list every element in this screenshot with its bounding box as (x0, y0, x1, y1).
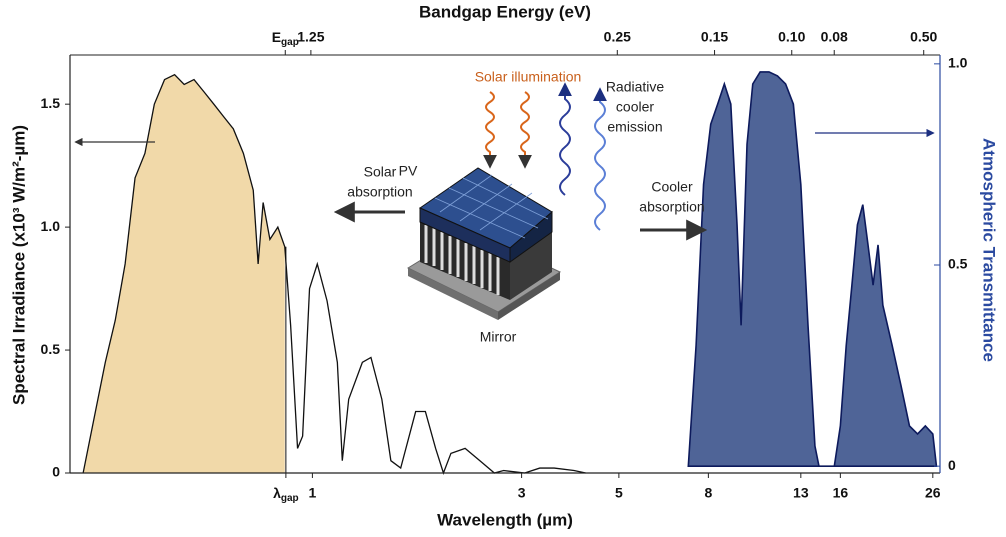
y-axis-title: Spectral Irradiance (x10³ W/m²-µm) (9, 125, 28, 405)
x-tick-label: 13 (793, 485, 809, 501)
plot-area (82, 71, 938, 475)
pv-grid (434, 174, 549, 239)
y-tick-label: 1.0 (41, 218, 61, 234)
y2-axis-title: Atmospheric Transmittance (980, 138, 999, 362)
x2-tick-label: 0.50 (910, 29, 937, 45)
mirror-label: Mirror (480, 329, 517, 345)
x2-tick-label-main: E (272, 29, 281, 45)
x-tick-label: 16 (833, 485, 849, 501)
irradiance-line (82, 73, 586, 475)
sunlight-wave (518, 91, 532, 169)
x-tick-label: 26 (925, 485, 941, 501)
x2-tick-label: 0.15 (701, 29, 728, 45)
transmittance-area (687, 71, 938, 467)
fins (420, 222, 552, 300)
x2-tick-label-sub: gap (281, 37, 299, 48)
emission-wave (558, 82, 572, 196)
solar-absorption-label: absorption (347, 184, 412, 200)
illumination-label: Solar illumination (475, 69, 582, 85)
x2-tick-label: Egap (272, 29, 299, 48)
x2-tick-label: 0.10 (778, 29, 805, 45)
x-tick-label: 3 (518, 485, 526, 501)
x-axis-title: Wavelength (µm) (437, 510, 573, 529)
x2-axis-title: Bandgap Energy (eV) (419, 2, 591, 21)
y2-tick-label: 0 (948, 457, 956, 473)
y-tick-label: 1.5 (41, 95, 61, 111)
sunlight-wave (483, 91, 497, 169)
cooler-absorption-label: Cooler (651, 179, 693, 195)
x2-tick-label: 0.08 (821, 29, 848, 45)
emission-label: cooler (616, 99, 654, 115)
emission-label: emission (607, 119, 662, 135)
x-tick-label: λgap (273, 485, 299, 504)
x-tick-label-sub: gap (281, 493, 299, 504)
x2-tick-label: 1.25 (297, 29, 324, 45)
emission-wave (593, 87, 607, 231)
pv-side (509, 210, 553, 263)
emission-label: Radiative (606, 79, 665, 95)
mirror-side (408, 268, 498, 320)
x-tick-label-main: λ (273, 485, 281, 501)
x-tick-label: 1 (309, 485, 317, 501)
pv-label: PV (399, 163, 418, 179)
x-tick-label: 8 (704, 485, 712, 501)
absorbed-area (83, 74, 285, 473)
cooler-absorption-label: absorption (639, 199, 704, 215)
y-tick-label: 0 (52, 464, 60, 480)
solar-absorption-label: Solar (364, 164, 397, 180)
y2-tick-label: 1.0 (948, 55, 968, 71)
y2-tick-label: 0.5 (948, 256, 968, 272)
x2-tick-label: 0.25 (604, 29, 631, 45)
x-tick-label: 5 (615, 485, 623, 501)
mirror-side (498, 272, 560, 320)
device-inset: Solar illumination PV Mirror (333, 69, 708, 345)
y-tick-label: 0.5 (41, 341, 61, 357)
